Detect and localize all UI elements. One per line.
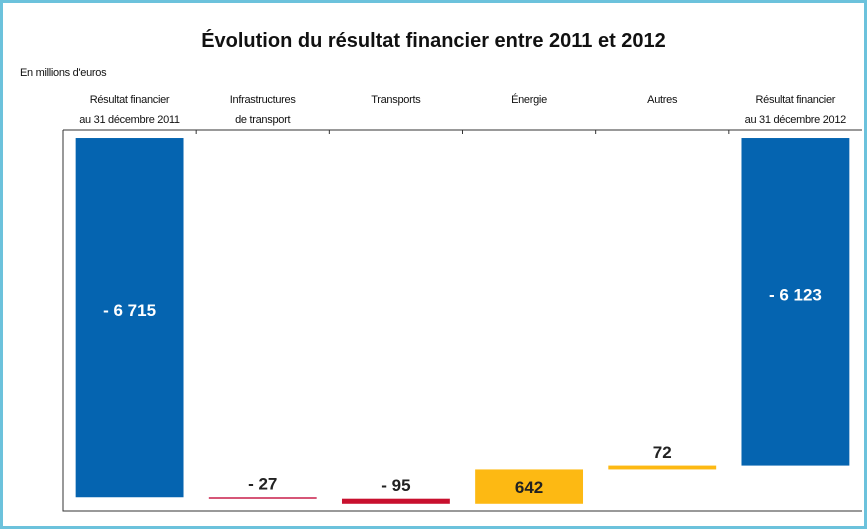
bar	[741, 138, 850, 466]
value-label: 72	[653, 443, 672, 462]
y-axis-label: En millions d'euros	[20, 67, 107, 79]
bar	[208, 497, 317, 499]
bar	[341, 498, 450, 504]
value-label: - 6 715	[103, 301, 156, 320]
x-tick-label: Résultat financier au 31 décembre 2011	[79, 94, 180, 126]
x-tick-label: Résultat financier au 31 décembre 2012	[744, 94, 847, 126]
x-tick-label: Autres	[647, 94, 678, 106]
chart-title: Évolution du résultat financier entre 20…	[201, 30, 666, 52]
value-label: - 6 123	[769, 285, 822, 304]
value-label: 642	[515, 478, 543, 497]
value-label: - 95	[381, 476, 410, 495]
bar	[608, 465, 717, 470]
value-label: - 27	[248, 475, 277, 494]
x-tick-label: Infrastructures de transport	[229, 94, 296, 126]
bar	[75, 138, 184, 498]
x-tick-label: Énergie	[511, 94, 547, 106]
x-tick-label: Transports	[371, 94, 421, 106]
bar	[475, 469, 584, 504]
